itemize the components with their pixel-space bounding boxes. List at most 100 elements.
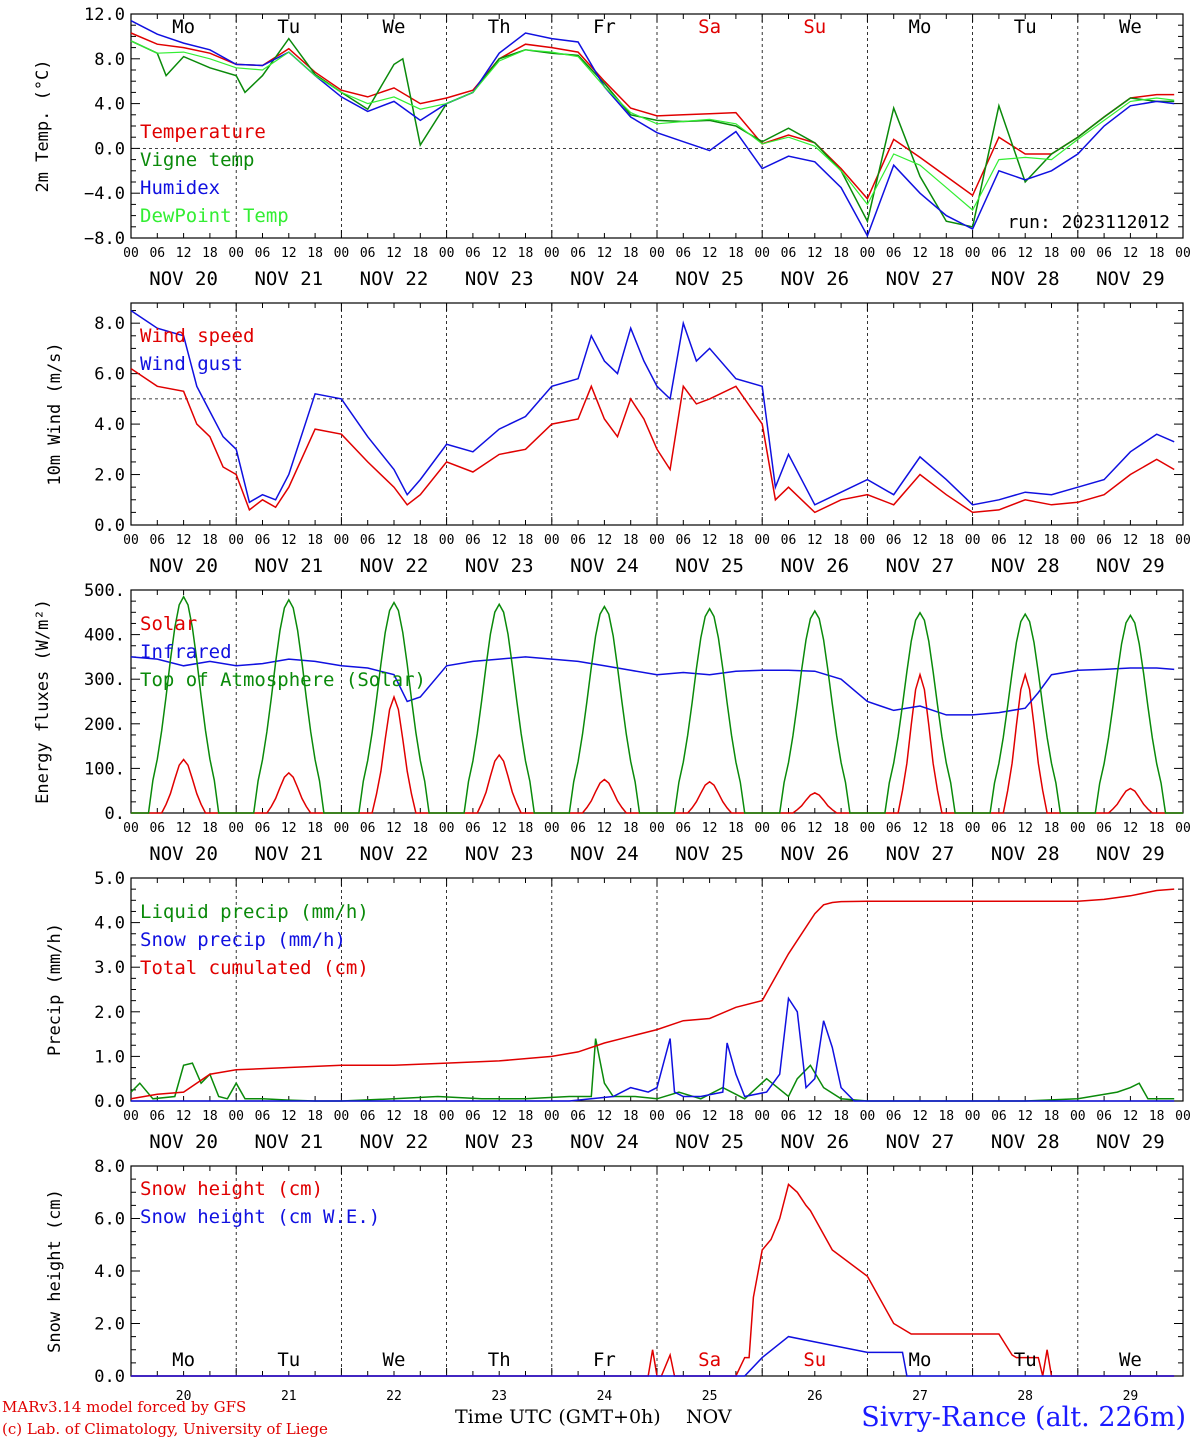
flux-hour-label: 18 [1044,821,1060,836]
weekday-label: Th [488,16,511,38]
flux-hour-label: 12 [1017,821,1033,836]
wind-hour-label: 18 [623,533,639,548]
wind-hour-label: 18 [728,533,744,548]
flux-date-label: NOV 25 [675,843,744,865]
temp-hour-label: 06 [886,246,902,261]
copyright-credit: (c) Lab. of Climatology, University of L… [2,1420,328,1438]
temp-hour-label: 18 [307,246,323,261]
wind-hour-label: 18 [307,533,323,548]
wind-hour-label: 12 [702,533,718,548]
precip-hour-label: 06 [886,1109,902,1124]
temp-hour-label: 12 [281,246,297,261]
temp-series-line [130,32,1175,201]
precip-hour-label: 00 [754,1109,770,1124]
wind-ytick-label: 8.0 [94,314,125,334]
snow-legend-entry: Snow height (cm W.E.) [140,1206,380,1228]
temp-hour-label: 12 [597,246,613,261]
flux-legend-entry: Solar [140,613,197,635]
precip-hour-label: 00 [1070,1109,1086,1124]
snow-ytick-label: 8.0 [94,1157,125,1177]
precip-date-label: NOV 24 [570,1131,639,1153]
temp-legend-entry: DewPoint Temp [140,205,289,227]
flux-hour-label: 18 [833,821,849,836]
precip-hour-label: 06 [1096,1109,1112,1124]
precip-ytick-label: 4.0 [94,914,125,934]
precip-hour-label: 18 [1149,1109,1165,1124]
snow-weekday-label: Tu [277,1349,300,1371]
wind-ytick-label: 0.0 [94,516,125,536]
flux-hour-label: 00 [1175,821,1191,836]
wind-date-label: NOV 27 [886,555,955,577]
wind-hour-label: 18 [938,533,954,548]
precip-series-line [131,996,1175,1102]
temp-hour-label: 06 [360,246,376,261]
flux-hour-label: 00 [439,821,455,836]
temp-hour-label: 06 [570,246,586,261]
wind-hour-label: 06 [465,533,481,548]
flux-hour-label: 06 [1096,821,1112,836]
wind-hour-label: 06 [675,533,691,548]
snow-weekday-label: Fr [593,1349,616,1371]
wind-hour-label: 00 [860,533,876,548]
flux-hour-label: 18 [728,821,744,836]
snow-legend-entry: Snow height (cm) [140,1178,323,1200]
weekday-label: Mo [172,16,195,38]
precip-legend-entry: Snow precip (mm/h) [140,929,346,951]
flux-hour-label: 00 [1070,821,1086,836]
wind-hour-label: 12 [597,533,613,548]
precip-date-label: NOV 21 [254,1131,323,1153]
snow-weekday-label: Su [803,1349,826,1371]
precip-hour-label: 12 [912,1109,928,1124]
precip-hour-label: 18 [1044,1109,1060,1124]
flux-date-label: NOV 22 [360,843,429,865]
precip-series-line [130,1038,1175,1102]
snow-day-number: 20 [176,1389,192,1404]
flux-hour-label: 06 [255,821,271,836]
wind-hour-label: 18 [1044,533,1060,548]
temp-legend-entry: Temperature [140,121,266,143]
snow-day-number: 23 [491,1389,507,1404]
temp-hour-label: 18 [1149,246,1165,261]
wind-hour-label: 00 [649,533,665,548]
flux-hour-label: 12 [912,821,928,836]
xaxis-title: Time UTC (GMT+0h) [455,1406,661,1428]
temp-hour-label: 12 [1123,246,1139,261]
temp-hour-label: 18 [938,246,954,261]
run-label: run: 2023112012 [1007,212,1170,233]
flux-date-label: NOV 20 [149,843,218,865]
temp-date-label: NOV 24 [570,268,639,290]
temp-ytick-label: −8.0 [84,229,125,249]
snow-ylabel: Snow height (cm) [45,1189,65,1353]
precip-hour-label: 06 [360,1109,376,1124]
temp-date-label: NOV 23 [465,268,534,290]
precip-hour-label: 06 [781,1109,797,1124]
precip-date-label: NOV 25 [675,1131,744,1153]
snow-weekday-label: Tu [1014,1349,1037,1371]
wind-hour-label: 00 [1070,533,1086,548]
snow-day-number: 28 [1017,1389,1033,1404]
temp-hour-label: 12 [176,246,192,261]
temp-date-label: NOV 22 [360,268,429,290]
weekday-label: Fr [593,16,616,38]
precip-ytick-label: 2.0 [94,1003,125,1023]
flux-legend-entry: Top of Atmosphere (Solar) [140,669,426,691]
wind-hour-label: 06 [570,533,586,548]
wind-date-label: NOV 20 [149,555,218,577]
precip-date-label: NOV 23 [465,1131,534,1153]
temp-series-line [130,37,1175,228]
temp-hour-label: 00 [1070,246,1086,261]
wind-hour-label: 06 [255,533,271,548]
wind-hour-label: 00 [754,533,770,548]
temp-hour-label: 18 [623,246,639,261]
snow-day-number: 22 [386,1389,402,1404]
wind-hour-label: 00 [228,533,244,548]
flux-date-label: NOV 21 [254,843,323,865]
snow-series-line [131,1183,1175,1377]
precip-hour-label: 00 [649,1109,665,1124]
wind-date-label: NOV 23 [465,555,534,577]
flux-hour-label: 00 [228,821,244,836]
precip-hour-label: 12 [1123,1109,1139,1124]
weekday-label: Tu [1014,16,1037,38]
flux-legend-entry: Infrared [140,641,232,663]
